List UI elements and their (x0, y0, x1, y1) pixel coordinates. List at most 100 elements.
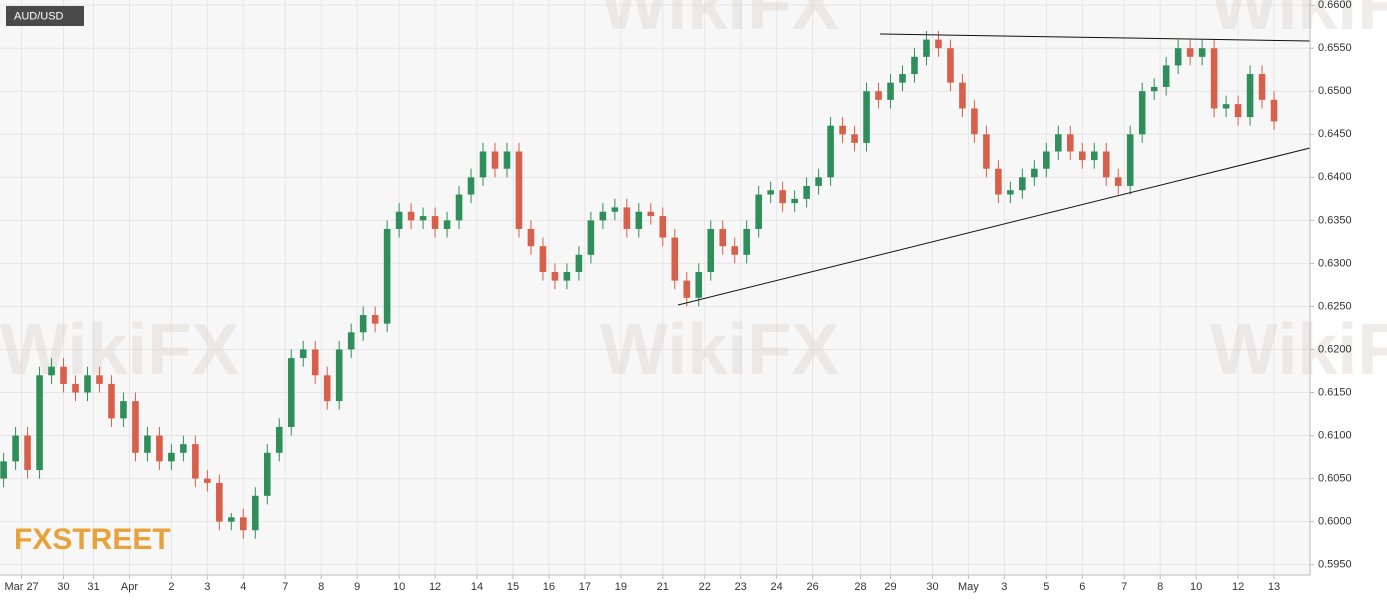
candle-body (108, 383, 115, 419)
x-tick-label: 8 (318, 581, 324, 593)
candle-body (144, 435, 151, 453)
x-tick-label: 12 (1232, 581, 1244, 593)
candle-body (959, 82, 966, 109)
watermark: WikiFX (1210, 310, 1387, 390)
candle-body (1007, 190, 1014, 195)
candle-body (216, 482, 223, 522)
y-tick-label: 0.5950 (1318, 559, 1352, 571)
y-tick-label: 0.6250 (1318, 300, 1352, 312)
chart-title: AUD/USD (14, 10, 64, 22)
candle-body (467, 177, 475, 195)
candle-body (599, 211, 607, 221)
x-tick-label: May (958, 581, 979, 593)
candle-body (1234, 104, 1242, 118)
x-tick-label: 7 (282, 581, 288, 593)
candle-body (575, 254, 583, 273)
x-tick-label: 9 (354, 581, 360, 593)
x-tick-label: 22 (699, 581, 711, 593)
watermark: WikiFX (600, 310, 839, 390)
candle-body (1270, 99, 1278, 122)
y-tick-label: 0.6400 (1318, 171, 1352, 183)
x-tick-label: 19 (615, 581, 627, 593)
candle-body (1174, 48, 1182, 66)
candle-body (1258, 74, 1266, 100)
candle-body (983, 134, 990, 169)
candle-body (72, 383, 79, 393)
x-tick-label: 12 (429, 581, 441, 593)
x-tick-label: 17 (579, 581, 591, 593)
candle-body (287, 358, 295, 427)
y-tick-label: 0.6450 (1318, 128, 1352, 140)
candle-body (383, 228, 391, 324)
y-tick-label: 0.6350 (1318, 214, 1352, 226)
watermark: WikiFX (600, 0, 839, 45)
grid (0, 0, 1310, 575)
x-tick-label: 29 (884, 581, 896, 593)
candle-body (851, 134, 858, 143)
candle-body (431, 216, 439, 229)
x-tick-label: 21 (657, 581, 669, 593)
x-tick-label: 5 (1043, 581, 1049, 593)
x-tick-label: 7 (1121, 581, 1127, 593)
candle-body (84, 375, 91, 393)
candle-body (371, 315, 379, 324)
candle-body (228, 517, 235, 522)
candle-body (935, 39, 942, 49)
y-tick-label: 0.6550 (1318, 42, 1352, 54)
y-tick-label: 0.6050 (1318, 472, 1352, 484)
watermarks: WikiFX WikiFX WikiFX WikiFX WikiFX (0, 0, 1387, 390)
candle-body (503, 151, 511, 169)
x-tick-label: 23 (735, 581, 747, 593)
candle-body (947, 48, 954, 83)
candle-body (60, 366, 67, 384)
candle-body (1138, 91, 1146, 135)
candle-body (275, 426, 283, 453)
x-tick-label: 26 (806, 581, 818, 593)
candle-body (1078, 151, 1086, 161)
candle-body (995, 168, 1002, 195)
candle-body (623, 207, 631, 229)
y-tick-label: 0.6000 (1318, 516, 1352, 528)
candle-body (347, 332, 355, 350)
y-tick-label: 0.6150 (1318, 386, 1352, 398)
watermark: WikiFX (0, 310, 239, 390)
candle-body (1162, 65, 1170, 87)
y-tick-label: 0.6500 (1318, 85, 1352, 97)
candle-body (1246, 74, 1254, 118)
candle-body (779, 190, 786, 204)
candle-body (1150, 86, 1158, 92)
candle-body (515, 151, 523, 229)
candle-body (48, 366, 55, 376)
candle-body (923, 39, 930, 57)
x-tick-label: 13 (1268, 581, 1280, 593)
candle-body (491, 151, 499, 169)
logo: FXSTREET (14, 523, 171, 556)
candle-body (1126, 134, 1134, 186)
candle-body (299, 349, 307, 359)
candle-body (839, 125, 846, 135)
candle-body (887, 82, 894, 100)
candle-body (1066, 134, 1074, 152)
candle-body (719, 228, 727, 247)
candle-body (96, 375, 103, 384)
candle-body (204, 478, 211, 483)
candle-body (36, 375, 43, 470)
candle-body (767, 190, 774, 195)
candle-body (863, 91, 870, 143)
x-tick-label: 16 (543, 581, 555, 593)
candle-body (359, 315, 367, 333)
candle-body (455, 194, 463, 221)
candle-body (635, 211, 643, 229)
candle-body (683, 280, 691, 298)
x-tick-label: 14 (471, 581, 483, 593)
candle-body (587, 220, 595, 255)
x-tick-label: 28 (854, 581, 866, 593)
candle-body (527, 228, 535, 247)
candle-body (323, 375, 331, 402)
x-tick-label: 6 (1079, 581, 1085, 593)
x-tick-label: 8 (1157, 581, 1163, 593)
candle-body (180, 444, 187, 453)
candle-body (1102, 151, 1110, 178)
candle-body (419, 216, 427, 221)
